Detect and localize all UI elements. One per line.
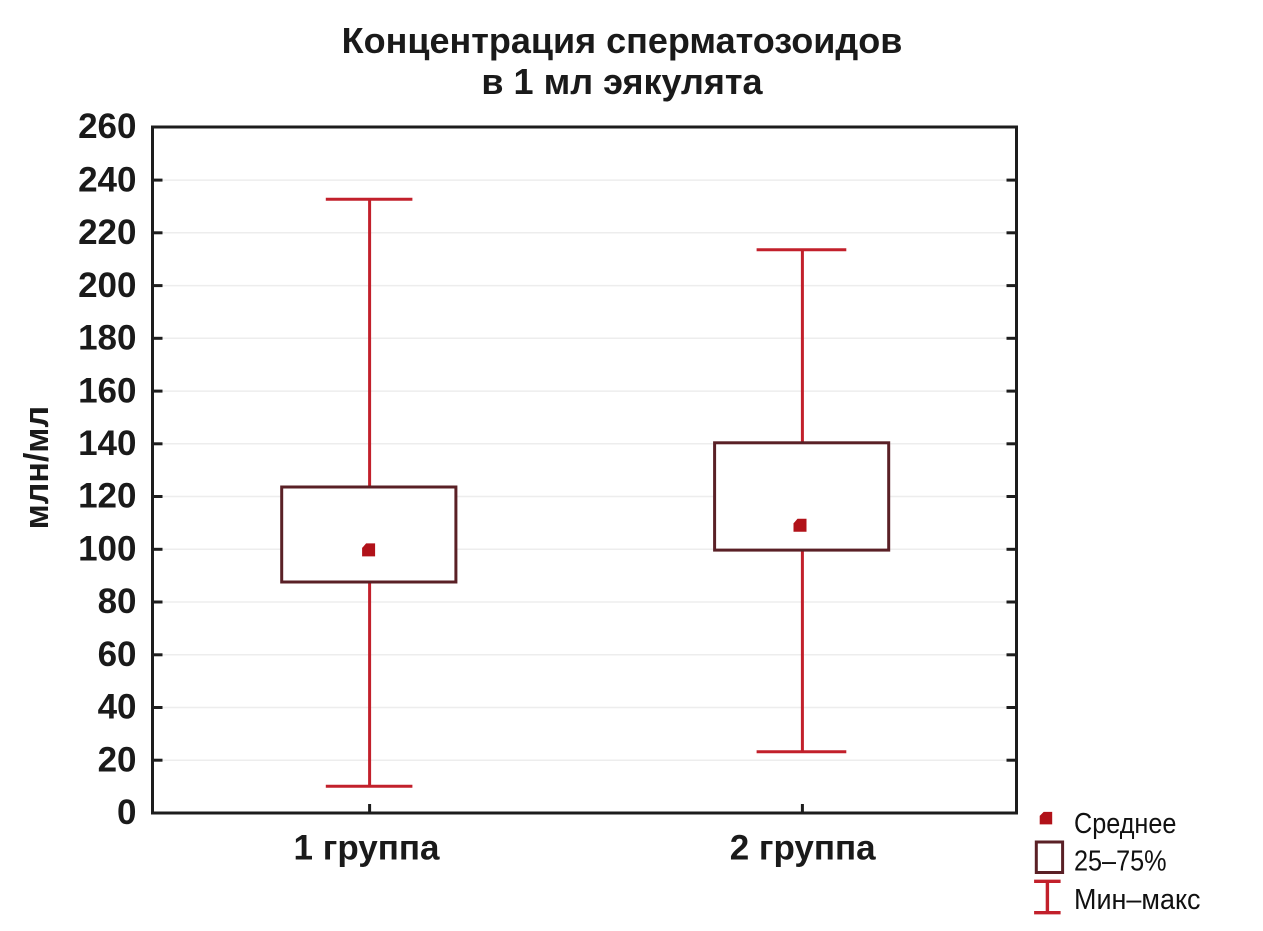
svg-text:20: 20 xyxy=(98,740,137,779)
svg-text:60: 60 xyxy=(98,635,137,674)
svg-text:80: 80 xyxy=(98,582,137,621)
svg-text:2 группа: 2 группа xyxy=(730,828,876,867)
svg-text:200: 200 xyxy=(78,266,136,305)
svg-text:160: 160 xyxy=(78,371,136,410)
svg-text:Мин–макс: Мин–макс xyxy=(1074,883,1201,915)
svg-text:260: 260 xyxy=(78,107,136,146)
svg-text:180: 180 xyxy=(78,319,136,358)
svg-text:240: 240 xyxy=(78,160,136,199)
svg-text:в 1 мл эякулята: в 1 мл эякулята xyxy=(481,61,763,102)
svg-text:120: 120 xyxy=(78,477,136,516)
svg-text:100: 100 xyxy=(78,530,136,569)
svg-text:Среднее: Среднее xyxy=(1074,806,1176,839)
svg-text:Концентрация сперматозоидов: Концентрация сперматозоидов xyxy=(342,20,903,61)
svg-text:млн/мл: млн/мл xyxy=(18,406,56,529)
svg-text:140: 140 xyxy=(78,424,136,463)
svg-text:0: 0 xyxy=(117,793,136,832)
svg-text:25–75%: 25–75% xyxy=(1074,844,1167,877)
svg-text:1 группа: 1 группа xyxy=(294,828,440,867)
svg-text:40: 40 xyxy=(98,688,137,727)
svg-text:220: 220 xyxy=(78,213,136,252)
